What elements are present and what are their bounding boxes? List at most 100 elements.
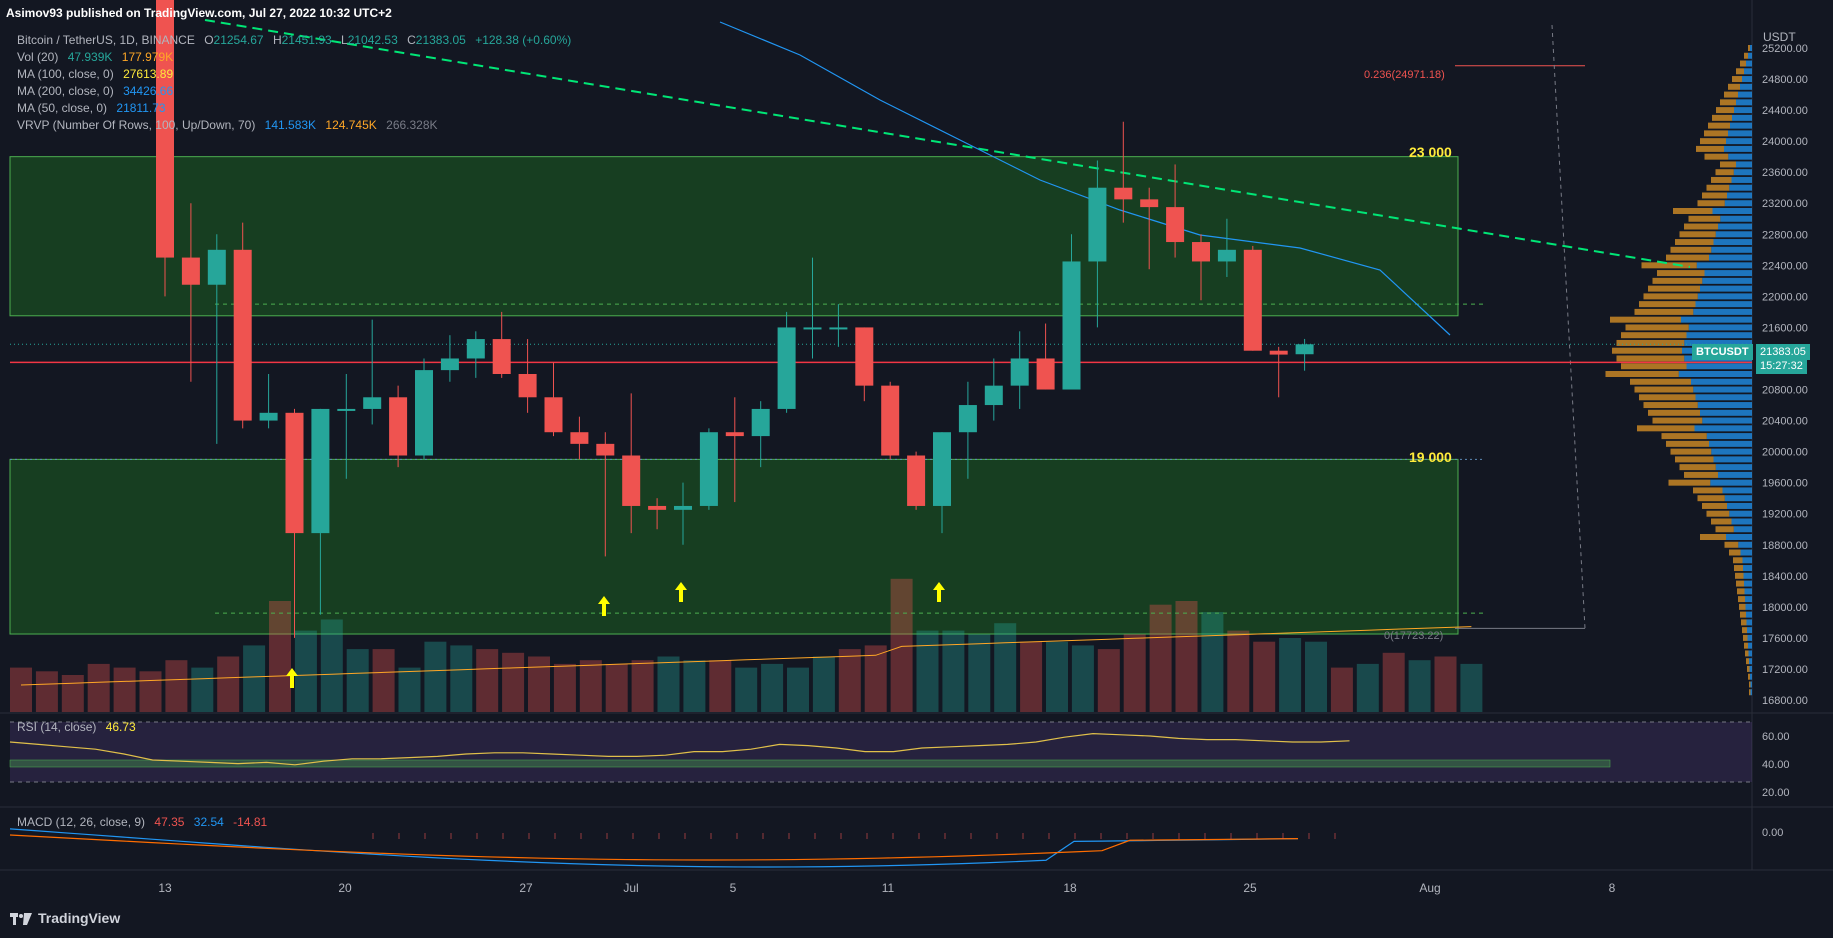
volume-bars xyxy=(10,578,1483,712)
price-tick: 24000.00 xyxy=(1762,136,1808,148)
vrvp-up-bar xyxy=(1693,308,1752,315)
vrvp-down-bar xyxy=(1668,479,1711,486)
vrvp-down-bar xyxy=(1621,332,1687,339)
volume-bar xyxy=(1434,656,1457,712)
candle-body xyxy=(1088,187,1107,262)
candle-body xyxy=(777,327,796,409)
candle-body xyxy=(1269,350,1288,355)
ma200-label[interactable]: MA (200, close, 0) xyxy=(17,84,114,98)
vrvp-up-bar xyxy=(1746,619,1752,626)
support-resistance-zones[interactable] xyxy=(9,156,1459,635)
candle-body xyxy=(984,385,1003,406)
macd-signal-value: 32.54 xyxy=(193,815,224,829)
vrvp-up-bar xyxy=(1731,176,1752,183)
price-unit: USDT xyxy=(1763,30,1796,44)
fib-0-label: 0(17723.22) xyxy=(1384,630,1444,642)
vrvp-up-bar xyxy=(1732,114,1752,121)
vrvp-down-bar xyxy=(1715,526,1734,533)
vrvp-down-bar xyxy=(1634,386,1694,393)
volume-bar xyxy=(10,667,32,712)
ma50-line xyxy=(719,21,1451,336)
volume-bar xyxy=(1460,663,1483,712)
vrvp-up-bar xyxy=(1700,409,1752,416)
volume-bar xyxy=(424,641,447,712)
candle-body xyxy=(1010,358,1029,386)
vrvp-up-bar xyxy=(1745,596,1752,603)
symbol-title[interactable]: Bitcoin / TetherUS, 1D, BINANCE xyxy=(17,33,195,47)
annotation-arrows[interactable] xyxy=(286,582,945,688)
vrvp-up-bar xyxy=(1750,45,1752,51)
vrvp-up-bar xyxy=(1748,642,1752,649)
vrvp-up-bar xyxy=(1694,425,1752,432)
vrvp-down-bar xyxy=(1706,184,1730,191)
vrvp-up-bar xyxy=(1729,184,1752,191)
ma50-value: 21811.73 xyxy=(116,101,166,115)
vrvp-up-bar xyxy=(1728,130,1752,137)
low-value: 21042.53 xyxy=(347,33,398,47)
vrvp-down-bar xyxy=(1670,448,1712,455)
volume-bar xyxy=(113,667,136,712)
vrvp-down-bar xyxy=(1746,658,1749,665)
vrvp-down-bar xyxy=(1639,394,1696,401)
vrvp-up-bar xyxy=(1744,588,1752,595)
vrvp-label[interactable]: VRVP (Number Of Rows, 100, Up/Down, 70) xyxy=(17,118,256,132)
ma100-label[interactable]: MA (100, close, 0) xyxy=(17,67,114,81)
vrvp-up-bar xyxy=(1724,145,1752,152)
candlesticks[interactable] xyxy=(156,0,1314,638)
volume-bar xyxy=(942,630,965,712)
volume-bar xyxy=(1020,641,1043,712)
volume-bar xyxy=(683,660,706,712)
volume-bar xyxy=(1046,641,1068,712)
price-tick: 21600.00 xyxy=(1762,322,1808,334)
vrvp-up-bar xyxy=(1684,339,1752,346)
vrvp-down-bar xyxy=(1612,347,1682,354)
volume-bar xyxy=(1175,601,1198,712)
time-tick: Jul xyxy=(623,881,638,895)
vrvp-down-bar xyxy=(1711,176,1732,183)
vrvp-down-bar xyxy=(1666,254,1709,261)
vrvp-up-bar xyxy=(1695,301,1752,308)
time-tick: 25 xyxy=(1243,881,1257,895)
vol-value: 47.939K xyxy=(67,50,113,64)
zone-rect xyxy=(9,156,1459,317)
macd-label[interactable]: MACD (12, 26, close, 9) xyxy=(17,815,146,829)
vrvp-up-bar xyxy=(1711,246,1752,253)
time-axis[interactable]: 13 20 27 Jul 5 11 18 25 Aug 8 xyxy=(158,881,1615,895)
rsi-tick: 40.00 xyxy=(1762,759,1790,771)
vrvp-down-bar xyxy=(1688,215,1721,222)
vol-label[interactable]: Vol (20) xyxy=(17,50,59,64)
ma50-label[interactable]: MA (50, close, 0) xyxy=(17,101,108,115)
price-tick: 17600.00 xyxy=(1762,633,1808,645)
vrvp-up-bar xyxy=(1731,518,1752,525)
vrvp-up-value: 141.583K xyxy=(264,118,317,132)
candle-body xyxy=(259,412,278,421)
candle-body xyxy=(440,358,459,371)
vrvp-down-bar xyxy=(1741,619,1747,626)
price-axis[interactable]: 25200.00 24800.00 24400.00 24000.00 23600.00… xyxy=(1762,43,1808,839)
rsi-line xyxy=(9,732,1350,766)
candle-body xyxy=(285,412,304,534)
vrvp-down-bar xyxy=(1712,114,1732,121)
vol-legend: Vol (20) 47.939K 177.979K xyxy=(17,50,179,64)
volume-bar xyxy=(864,645,887,712)
vrvp-down-bar xyxy=(1716,107,1734,114)
vrvp-down-bar xyxy=(1610,316,1681,323)
vrvp-down-bar xyxy=(1616,355,1685,362)
tradingview-brand[interactable]: TradingView xyxy=(10,910,120,926)
macd-line xyxy=(9,828,1299,868)
vrvp-up-bar xyxy=(1744,580,1752,587)
vrvp-up-bar xyxy=(1750,689,1752,696)
vrvp-up-bar xyxy=(1734,107,1752,114)
vrvp-up-bar xyxy=(1709,254,1752,261)
time-tick: 18 xyxy=(1063,881,1077,895)
vrvp-up-bar xyxy=(1688,324,1752,331)
up-arrow-icon xyxy=(598,596,610,616)
vol-ma-value: 177.979K xyxy=(121,50,174,64)
vrvp-up-bar xyxy=(1740,549,1752,556)
candle-body xyxy=(311,408,330,534)
vrvp-down-bar xyxy=(1661,433,1707,440)
rsi-tick: 20.00 xyxy=(1762,787,1790,799)
rsi-label[interactable]: RSI (14, close) xyxy=(17,720,97,734)
vrvp-down-bar xyxy=(1702,502,1727,509)
